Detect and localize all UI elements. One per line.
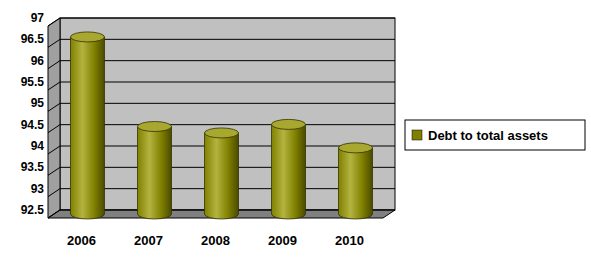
bar-top bbox=[272, 119, 306, 129]
chart-container: 92.5 93 93.5 94 94.5 95 95.5 96 96.5 97 2006 2007 20… bbox=[0, 0, 591, 260]
y-tick-label: 92.5 bbox=[21, 203, 45, 217]
bars bbox=[71, 32, 373, 219]
legend-label: Debt to total assets bbox=[428, 128, 548, 143]
y-tick-label: 94.5 bbox=[21, 118, 45, 132]
legend-swatch bbox=[412, 130, 422, 140]
legend-box bbox=[405, 120, 585, 150]
grid-line bbox=[48, 18, 395, 26]
y-tick-label: 93.5 bbox=[21, 160, 45, 174]
x-tick-label: 2008 bbox=[201, 233, 230, 248]
bar-top bbox=[339, 143, 373, 153]
x-tick-label: 2006 bbox=[67, 233, 96, 248]
chart-svg: 92.5 93 93.5 94 94.5 95 95.5 96 96.5 97 2006 2007 20… bbox=[0, 0, 591, 260]
bar bbox=[205, 133, 239, 219]
y-tick-label: 95 bbox=[31, 96, 45, 110]
x-tick-label: 2010 bbox=[335, 233, 364, 248]
x-tick-label: 2007 bbox=[134, 233, 163, 248]
y-tick-label: 94 bbox=[31, 139, 45, 153]
y-tick-label: 96 bbox=[31, 54, 45, 68]
bar bbox=[71, 37, 105, 219]
y-tick-label: 95.5 bbox=[21, 75, 45, 89]
bar bbox=[138, 127, 172, 219]
side-wall bbox=[48, 18, 60, 218]
y-tick-label: 96.5 bbox=[21, 32, 45, 46]
bar-top bbox=[71, 32, 105, 42]
bar-top bbox=[205, 128, 239, 138]
y-tick-label: 93 bbox=[31, 182, 45, 196]
bar-top bbox=[138, 122, 172, 132]
x-tick-label: 2009 bbox=[268, 233, 297, 248]
y-tick-label: 97 bbox=[31, 11, 45, 25]
bar bbox=[339, 148, 373, 219]
bar bbox=[272, 124, 306, 219]
